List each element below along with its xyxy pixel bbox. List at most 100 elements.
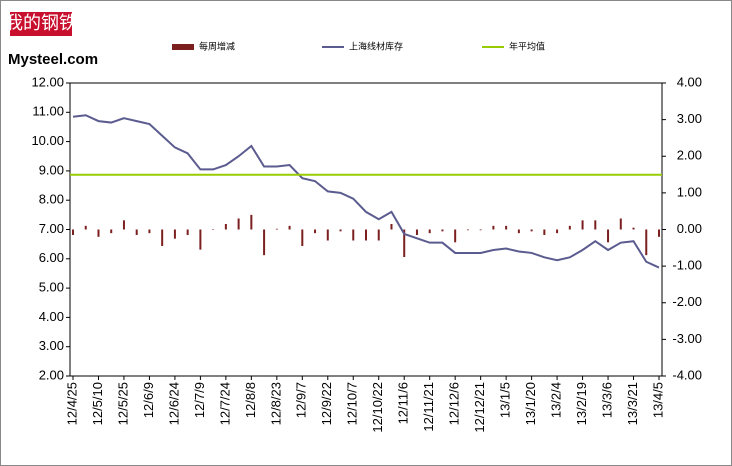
legend-label: 每周增减	[199, 40, 235, 51]
bar	[135, 229, 138, 235]
x-tick-label: 12/10/7	[345, 382, 360, 425]
y-tick-label: 5.00	[39, 280, 64, 295]
bar	[607, 229, 610, 243]
bar	[365, 229, 367, 241]
bar	[505, 225, 508, 230]
bar	[275, 228, 278, 230]
y-tick-label: 12.00	[31, 74, 64, 89]
bar	[263, 229, 266, 256]
y2-tick-label: 3.00	[677, 111, 702, 126]
legend-label: 上海线材库存	[349, 40, 403, 51]
bar	[403, 229, 406, 257]
bar	[619, 218, 622, 230]
bar	[530, 229, 533, 232]
x-tick-label: 13/1/5	[498, 382, 513, 418]
x-tick-label: 13/3/21	[625, 382, 640, 425]
bar	[301, 229, 304, 246]
logo-en: Mysteel.com	[8, 51, 98, 68]
bar	[250, 214, 253, 230]
x-tick-label: 12/7/9	[192, 382, 207, 418]
y-tick-label: 8.00	[39, 192, 64, 207]
bar	[212, 229, 215, 230]
bar	[568, 225, 571, 230]
bar	[161, 229, 164, 246]
x-tick-label: 13/2/4	[549, 382, 564, 418]
x-tick-label: 12/8/8	[243, 382, 258, 418]
bar	[288, 225, 291, 230]
bar	[492, 225, 495, 230]
x-tick-label: 12/12/6	[447, 382, 462, 425]
line	[72, 114, 660, 269]
bar	[415, 229, 418, 235]
y2-tick-label: -2.00	[672, 294, 702, 309]
y2-tick-label: 0.00	[677, 221, 702, 236]
x-tick-label: 12/11/21	[421, 382, 436, 432]
bar	[352, 229, 355, 241]
bar	[237, 218, 240, 230]
x-tick-label: 12/5/25	[115, 382, 130, 425]
bar	[594, 220, 597, 230]
y-tick-label: 6.00	[39, 250, 64, 265]
bar	[556, 229, 559, 234]
bar	[186, 229, 189, 235]
bar	[454, 229, 457, 243]
y2-tick-label: 2.00	[677, 148, 702, 163]
y-tick-label: 10.00	[31, 133, 64, 148]
y2-tick-label: -1.00	[672, 258, 702, 273]
y-tick-label: 2.00	[39, 367, 64, 382]
bar	[148, 229, 151, 234]
y-tick-label: 9.00	[39, 162, 64, 177]
bar	[84, 225, 87, 230]
bar	[658, 229, 660, 237]
x-tick-label: 13/2/19	[574, 382, 589, 425]
bar	[645, 229, 648, 256]
bar	[517, 229, 520, 234]
legend-swatch	[172, 44, 194, 50]
bar	[581, 220, 584, 230]
y2-tick-label: 1.00	[677, 184, 702, 199]
x-tick-label: 12/6/9	[141, 382, 156, 418]
x-tick-label: 12/7/24	[217, 382, 232, 425]
y2-tick-label: -3.00	[672, 331, 702, 346]
x-tick-label: 13/3/6	[599, 382, 614, 418]
x-tick-label: 12/5/10	[90, 382, 105, 425]
logo-cn: 我的钢铁	[5, 13, 77, 34]
y2-tick-label: 4.00	[677, 74, 702, 89]
bar	[339, 229, 342, 232]
logo-box	[10, 12, 72, 36]
x-tick-label: 12/10/22	[370, 382, 385, 433]
bar	[314, 229, 317, 234]
x-tick-label: 12/9/22	[319, 382, 334, 425]
bar	[466, 229, 469, 231]
bar	[110, 229, 113, 234]
x-tick-label: 12/12/21	[472, 382, 487, 433]
bar	[72, 229, 74, 235]
y-tick-label: 4.00	[39, 309, 64, 324]
x-tick-label: 12/9/7	[294, 382, 309, 418]
x-tick-label: 13/1/20	[523, 382, 538, 425]
bar	[390, 224, 393, 230]
bar	[441, 229, 444, 232]
x-tick-label: 12/6/24	[166, 382, 181, 425]
y-tick-label: 3.00	[39, 338, 64, 353]
bar	[479, 229, 482, 231]
y-tick-label: 7.00	[39, 221, 64, 236]
bar	[543, 229, 546, 235]
bar	[199, 229, 202, 250]
bar	[97, 229, 100, 237]
bar	[173, 229, 176, 239]
y2-tick-label: -4.00	[672, 367, 702, 382]
bar	[428, 229, 431, 234]
bar	[326, 229, 329, 241]
bar	[377, 229, 380, 241]
bar	[224, 224, 227, 230]
x-tick-label: 12/4/25	[64, 382, 79, 425]
legend-label: 年平均值	[509, 40, 545, 51]
x-tick-label: 13/4/5	[650, 382, 665, 418]
bar	[122, 220, 125, 230]
y-tick-label: 11.00	[32, 104, 64, 119]
x-tick-label: 12/8/23	[268, 382, 283, 425]
x-tick-label: 12/11/6	[396, 382, 411, 424]
bar	[632, 227, 635, 230]
